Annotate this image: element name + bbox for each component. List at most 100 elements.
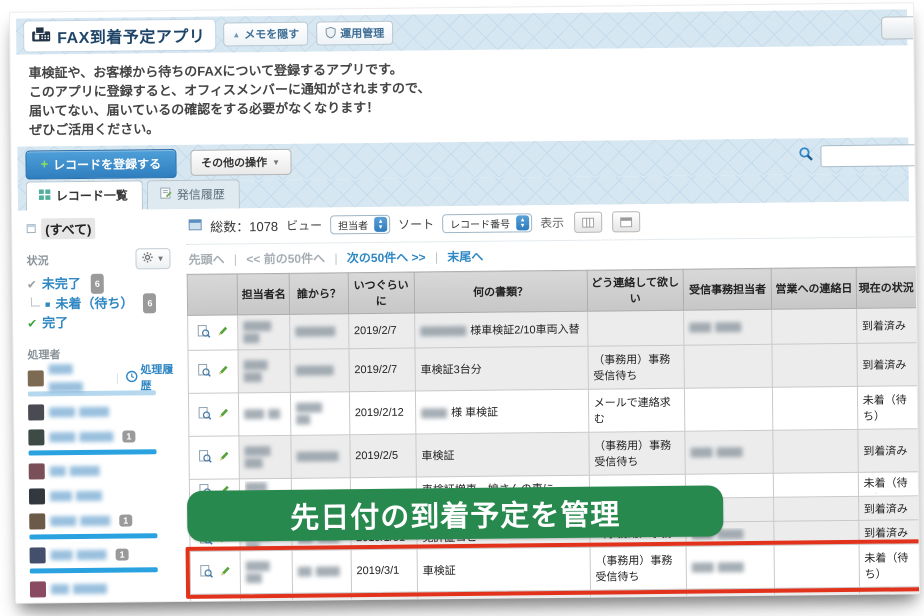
processor-item[interactable]: 1 <box>29 511 181 531</box>
record-detail-icon[interactable] <box>198 407 211 423</box>
record-detail-icon[interactable] <box>198 449 212 466</box>
column-header: 誰から？ <box>289 272 349 315</box>
pager-last[interactable]: 末尾へ <box>447 249 484 265</box>
record-edit-icon[interactable] <box>216 324 229 340</box>
status-value: 到着済み <box>865 600 914 604</box>
processor-name <box>48 360 110 397</box>
tab-send-history[interactable]: 発信履歴 <box>146 179 241 210</box>
processor-item[interactable] <box>28 486 181 506</box>
assignee-cell <box>237 314 291 350</box>
processor-item[interactable] <box>28 402 180 422</box>
redacted-name <box>295 326 336 337</box>
tab-strip: レコード一覧 発信履歴 <box>17 173 909 211</box>
sidebar-status-item[interactable]: ■ 未着（待ち） 6 <box>27 293 179 315</box>
sales-contact-value <box>778 365 851 366</box>
redacted-name <box>421 408 448 419</box>
redacted-name <box>296 414 311 425</box>
status-cell: 到着済み <box>858 495 919 521</box>
redacted-name <box>268 409 281 420</box>
search-icon[interactable] <box>798 146 813 166</box>
redacted-name <box>717 528 744 539</box>
status-cell: 到着済み <box>859 586 920 604</box>
processor-item[interactable]: 1 <box>29 545 182 565</box>
hide-memo-button[interactable]: ▲ メモを隠す <box>223 21 309 47</box>
assignee-cell <box>239 435 292 479</box>
table-row[interactable]: 2019/2/7 様車検証2/10車両入替 到着済み <box>187 307 917 351</box>
date-cell: 2019/2/7 <box>348 313 415 349</box>
display-columns-toggle[interactable] <box>574 211 603 233</box>
table-row[interactable]: 2019/2/12 様 車検証 メールで連絡求む 未着（待ち） <box>188 385 918 437</box>
display-table-toggle[interactable] <box>612 211 641 233</box>
processor-item[interactable] <box>29 579 182 599</box>
record-edit-icon[interactable] <box>217 406 230 422</box>
sidebar: (すべて) 状況 ▼ ✔ 未完了 6 ■ 未着（待ち） 6 ✔ 完了 処理者 ｜処理履歴 1 1 1… <box>12 209 183 604</box>
app-header: FAX到着予定アプリ ▲ メモを隠す 運用管理 <box>15 9 918 55</box>
status-value: 到着済み <box>861 320 907 333</box>
redacted-name <box>80 515 111 526</box>
sort-select[interactable]: レコード番号 ▲ ▼ <box>442 213 533 234</box>
record-edit-icon[interactable] <box>217 449 230 465</box>
record-detail-icon[interactable] <box>197 364 211 380</box>
column-header: 受信事務担当者 <box>683 268 772 311</box>
document-value: 車検証 <box>421 450 455 463</box>
view-all-label: (すべて) <box>41 217 96 240</box>
sales-contact-cell <box>774 587 860 604</box>
redacted-name <box>298 566 313 577</box>
from-cell <box>290 348 350 393</box>
view-all-item[interactable]: (すべて) <box>26 217 178 240</box>
table-row[interactable]: 2019/2/5 車検証 （事務用）事務受信待ち 到着済み <box>188 428 919 480</box>
operations-management-button[interactable]: 運用管理 <box>316 20 394 46</box>
content-area: (すべて) 状況 ▼ ✔ 未完了 6 ■ 未着（待ち） 6 ✔ 完了 処理者 ｜処理履歴 1 1 1… <box>12 201 921 604</box>
pager-separator: | <box>334 251 338 266</box>
status-cell: 未着（待ち） <box>857 385 918 430</box>
other-operations-button[interactable]: その他の操作 ▼ <box>189 148 292 176</box>
add-record-button[interactable]: + レコードを登録する <box>25 148 177 180</box>
status-settings-button[interactable]: ▼ <box>135 248 171 270</box>
sales-contact-cell <box>771 308 857 345</box>
column-header: 何の書類？ <box>414 270 588 314</box>
tab-record-list[interactable]: レコード一覧 <box>25 180 144 211</box>
redacted-name <box>243 333 260 344</box>
display-label: 表示 <box>540 215 565 231</box>
processor-name <box>49 428 117 447</box>
status-item-label: 完了 <box>42 315 69 331</box>
date-cell: 2019/2/7 <box>348 348 416 392</box>
record-edit-icon[interactable] <box>218 564 231 580</box>
processor-item[interactable]: ｜ 処理履歴 <box>27 363 180 392</box>
history-link[interactable]: 処理履歴 <box>125 361 180 394</box>
progress-bar <box>28 449 157 456</box>
sales-contact-value <box>780 508 853 509</box>
processor-item[interactable] <box>28 461 181 481</box>
view-bar: 総数：1078 ビュー 担当者 ▲ ▼ ソート レコード番号 ▲ ▼ 表示 <box>186 205 921 245</box>
record-edit-icon[interactable] <box>216 363 229 379</box>
from-cell <box>292 592 352 604</box>
select-stepper-icon: ▲ ▼ <box>374 216 388 232</box>
record-detail-icon[interactable] <box>199 564 213 581</box>
processor-name <box>49 403 113 422</box>
status-cell: 到着済み <box>856 307 917 344</box>
processor-list: ｜処理履歴1111 <box>27 363 183 604</box>
sidebar-status-item[interactable]: ✔ 未完了 6 <box>27 273 179 295</box>
record-detail-icon[interactable] <box>197 325 211 341</box>
count-badge: 1 <box>115 548 129 561</box>
pager-prev[interactable]: << 前の50件へ <box>246 251 326 267</box>
processor-name <box>49 487 106 506</box>
column-header <box>187 273 238 316</box>
contact-value: （事務用）事務受信待ち <box>596 595 682 604</box>
receiver-cell <box>684 430 774 475</box>
pager-next[interactable]: 次の50件へ >> <box>346 250 426 266</box>
document-value: 様 車検証 <box>421 403 583 421</box>
sidebar-status-item[interactable]: ✔ 完了 <box>27 313 179 333</box>
table-row[interactable]: 2019/2/7 車検証3台分 （事務用）事務受信待ち 到着済み <box>187 342 918 394</box>
pager-separator: | <box>233 252 238 267</box>
redacted-name <box>49 490 73 502</box>
view-select[interactable]: 担当者 ▲ ▼ <box>330 214 391 235</box>
pager-first[interactable]: 先頭へ <box>188 252 225 267</box>
processor-item[interactable]: 1 <box>28 427 180 447</box>
table-row[interactable]: 2019/3/1 車検証 （事務用）事務受信待ち 未着（待ち） <box>190 543 920 595</box>
search-input[interactable] <box>820 144 921 168</box>
header-corner-button[interactable] <box>881 16 918 40</box>
sales-contact-cell <box>773 496 859 522</box>
status-value: 未着（待ち） <box>862 394 907 423</box>
sales-contact-cell <box>773 429 858 474</box>
